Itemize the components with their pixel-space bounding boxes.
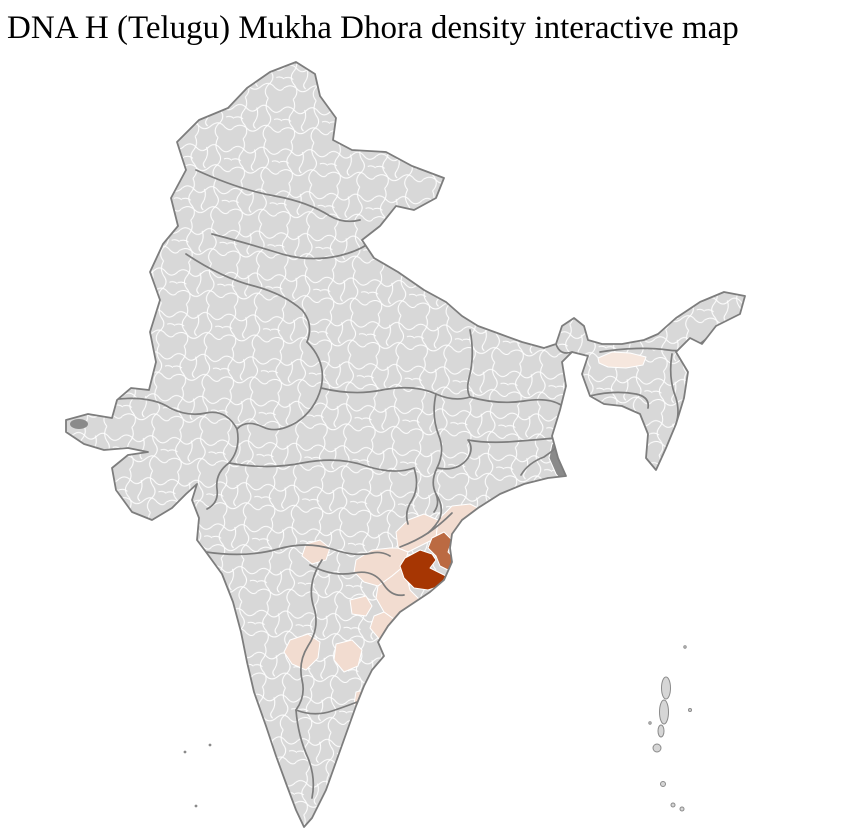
district-low-9[interactable] — [349, 595, 373, 617]
district-borders-mesh — [66, 62, 745, 827]
district-lowest-assam[interactable] — [597, 351, 647, 369]
andaman-nicobar-islands[interactable] — [648, 645, 692, 812]
marked-area-kutch[interactable] — [70, 419, 88, 429]
district-low-8[interactable] — [333, 639, 363, 673]
lakshadweep-islands[interactable] — [183, 743, 212, 808]
district-low-7[interactable] — [283, 633, 321, 671]
page-title: DNA H (Telugu) Mukha Dhora density inter… — [7, 10, 739, 46]
